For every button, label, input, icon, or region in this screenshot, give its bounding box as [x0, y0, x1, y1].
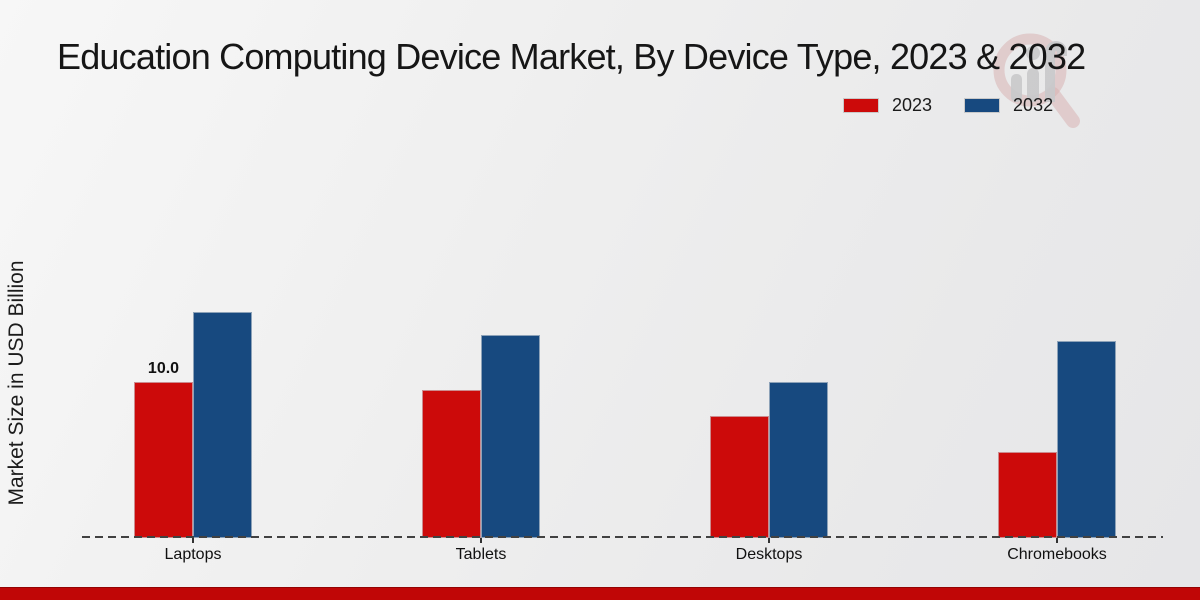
bar-chromebooks-2023	[998, 452, 1057, 538]
bar-desktops-2032	[769, 382, 828, 538]
bar-value-label-laptops-2023: 10.0	[147, 360, 180, 377]
legend-swatch-2032	[964, 98, 1001, 113]
legend-swatch-2023	[843, 98, 879, 113]
legend: 2023 2032	[843, 95, 1053, 116]
legend-label-2032: 2032	[1013, 95, 1054, 115]
legend-item-2023: 2023	[843, 95, 932, 116]
legend-item-2032: 2032	[964, 95, 1053, 116]
magnifier-logo-watermark	[993, 33, 1080, 128]
y-axis-label: Market Size in USD Billion	[5, 260, 28, 506]
x-tick-desktops	[768, 538, 770, 543]
x-tick-laptops	[192, 538, 194, 543]
category-label-laptops: Laptops	[164, 546, 222, 563]
legend-label-2023: 2023	[892, 95, 933, 115]
x-axis-baseline	[82, 536, 1163, 538]
bar-chromebooks-2032	[1057, 341, 1116, 538]
category-label-tablets: Tablets	[455, 546, 507, 563]
chart-title: Education Computing Device Market, By De…	[57, 36, 1086, 77]
footer-accent-bar	[0, 587, 1200, 600]
bar-tablets-2032	[481, 335, 540, 538]
x-tick-chromebooks	[1056, 538, 1058, 543]
x-tick-tablets	[480, 538, 482, 543]
bar-desktops-2023	[710, 416, 769, 538]
category-label-desktops: Desktops	[735, 546, 803, 563]
bar-tablets-2023	[422, 390, 481, 538]
bar-laptops-2032	[193, 312, 252, 538]
category-label-chromebooks: Chromebooks	[1007, 546, 1107, 563]
bar-laptops-2023	[134, 382, 193, 538]
